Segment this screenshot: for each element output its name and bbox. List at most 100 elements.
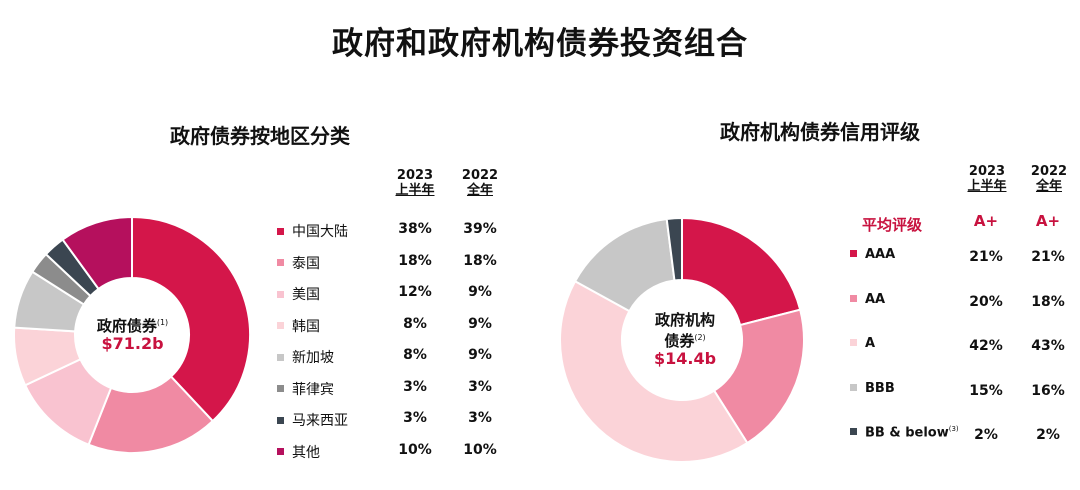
legend-swatch-icon bbox=[850, 294, 857, 302]
right-slice-2 bbox=[559, 279, 749, 463]
left-legend-item: 泰国 bbox=[277, 253, 320, 273]
left-legend-item: 韩国 bbox=[277, 316, 320, 336]
legend-swatch-icon bbox=[850, 383, 857, 391]
right-legend-label: BB & below bbox=[865, 425, 949, 441]
left-value-2022: 10% bbox=[463, 441, 497, 458]
left-center-label: 政府债券(1) $71.2b bbox=[80, 314, 185, 353]
left-col-year-2: 2022 bbox=[461, 168, 499, 183]
left-legend-item: 中国大陆 bbox=[277, 221, 348, 241]
left-legend-item: 菲律宾 bbox=[277, 379, 334, 399]
right-col-head-1: 2023 上半年 bbox=[960, 164, 1014, 194]
average-rating-2022: A+ bbox=[1035, 212, 1061, 230]
left-value-2023: 38% bbox=[398, 221, 432, 237]
right-legend-label: AA bbox=[865, 291, 886, 307]
legend-swatch-icon bbox=[277, 416, 284, 424]
legend-swatch-icon bbox=[277, 322, 284, 329]
left-legend-label: 中国大陆 bbox=[292, 224, 348, 240]
average-rating-2023: A+ bbox=[973, 212, 999, 230]
right-value-2023: 2% bbox=[974, 427, 998, 443]
left-legend-label: 韩国 bbox=[292, 318, 320, 335]
right-col-period-1: 上半年 bbox=[967, 179, 1007, 194]
right-slice-4 bbox=[665, 216, 683, 282]
right-legend-label: AAA bbox=[865, 247, 896, 262]
right-slice-0 bbox=[681, 216, 802, 327]
left-value-2022: 3% bbox=[468, 378, 492, 395]
left-col-year-1: 2023 bbox=[396, 168, 434, 183]
left-center-value: $71.2b bbox=[101, 334, 164, 353]
left-col-head-2: 2022 全年 bbox=[453, 168, 507, 198]
right-donut-chart bbox=[559, 216, 805, 463]
right-value-2022: 16% bbox=[1031, 382, 1065, 399]
left-value-2023: 10% bbox=[398, 441, 432, 458]
left-value-2022: 9% bbox=[468, 347, 492, 363]
legend-swatch-icon bbox=[850, 339, 857, 346]
right-center-label: 政府机构 债券(2) $14.4b bbox=[630, 312, 740, 368]
left-value-2023: 3% bbox=[403, 378, 427, 395]
right-value-2022: 2% bbox=[1036, 427, 1060, 443]
left-chart-title: 政府债券按地区分类 bbox=[170, 124, 350, 148]
left-value-2023: 12% bbox=[398, 284, 432, 300]
average-rating-label: 平均评级 bbox=[862, 216, 923, 234]
left-legend-label: 美国 bbox=[292, 287, 320, 303]
legend-swatch-icon bbox=[850, 428, 857, 436]
legend-swatch-icon bbox=[277, 259, 284, 266]
right-value-2023: 20% bbox=[969, 293, 1003, 310]
right-legend-item: BBB bbox=[850, 381, 895, 396]
left-legend-label: 泰国 bbox=[292, 255, 320, 272]
left-legend-label: 马来西亚 bbox=[292, 413, 348, 429]
right-value-2022: 43% bbox=[1031, 338, 1065, 354]
legend-swatch-icon bbox=[850, 250, 857, 257]
right-col-year-1: 2023 bbox=[968, 164, 1006, 179]
right-value-2022: 18% bbox=[1031, 293, 1065, 310]
left-value-2022: 18% bbox=[463, 252, 497, 269]
left-center-note: (1) bbox=[156, 318, 169, 327]
right-legend-item: BB & below(3) bbox=[850, 425, 959, 440]
left-legend-item: 其他 bbox=[277, 442, 320, 462]
left-value-2022: 9% bbox=[468, 284, 492, 300]
right-col-head-2: 2022 全年 bbox=[1022, 164, 1076, 194]
right-center-note: (2) bbox=[694, 333, 706, 342]
legend-swatch-icon bbox=[277, 227, 284, 235]
right-value-2023: 42% bbox=[969, 338, 1003, 354]
left-value-2022: 39% bbox=[463, 221, 497, 237]
left-value-2022: 9% bbox=[468, 315, 492, 332]
left-col-head-1: 2023 上半年 bbox=[388, 168, 442, 198]
left-slice-7 bbox=[61, 215, 133, 291]
left-legend-item: 马来西亚 bbox=[277, 410, 348, 430]
right-center-value: $14.4b bbox=[653, 349, 717, 368]
left-legend-label: 新加坡 bbox=[292, 350, 334, 366]
right-legend-item: AAA bbox=[850, 247, 895, 262]
right-chart-title: 政府机构债券信用评级 bbox=[720, 120, 920, 144]
right-value-2022: 21% bbox=[1031, 249, 1065, 265]
left-value-2023: 8% bbox=[403, 315, 427, 332]
right-slice-1 bbox=[712, 308, 805, 445]
left-legend-item: 美国 bbox=[277, 284, 320, 304]
legend-swatch-icon bbox=[277, 385, 284, 392]
right-value-2023: 15% bbox=[969, 382, 1003, 399]
right-legend-label: BBB bbox=[865, 380, 895, 396]
legend-swatch-icon bbox=[277, 448, 284, 455]
left-value-2022: 3% bbox=[468, 410, 492, 426]
legend-swatch-icon bbox=[277, 290, 284, 298]
left-center-title: 政府债券 bbox=[96, 317, 157, 335]
left-col-period-1: 上半年 bbox=[395, 183, 435, 198]
left-value-2023: 18% bbox=[398, 252, 432, 269]
left-value-2023: 8% bbox=[403, 347, 427, 363]
left-col-period-2: 全年 bbox=[466, 183, 493, 198]
right-legend-item: A bbox=[850, 336, 875, 351]
right-center-title-1: 政府机构 bbox=[654, 311, 715, 329]
page-title: 政府和政府机构债券投资组合 bbox=[332, 26, 748, 62]
legend-swatch-icon bbox=[277, 353, 284, 361]
right-value-2023: 21% bbox=[969, 249, 1003, 265]
left-slice-0 bbox=[131, 215, 251, 423]
left-value-2023: 3% bbox=[403, 410, 427, 426]
left-legend-label: 菲律宾 bbox=[292, 381, 334, 398]
right-legend-item: AA bbox=[850, 292, 885, 307]
right-legend-note: (3) bbox=[948, 425, 959, 433]
right-center-title-2: 债券 bbox=[664, 332, 695, 350]
left-donut-chart bbox=[13, 215, 251, 454]
right-col-year-2: 2022 bbox=[1030, 164, 1068, 179]
left-legend-label: 其他 bbox=[292, 444, 320, 461]
left-legend-item: 新加坡 bbox=[277, 347, 334, 367]
right-col-period-2: 全年 bbox=[1035, 179, 1062, 194]
